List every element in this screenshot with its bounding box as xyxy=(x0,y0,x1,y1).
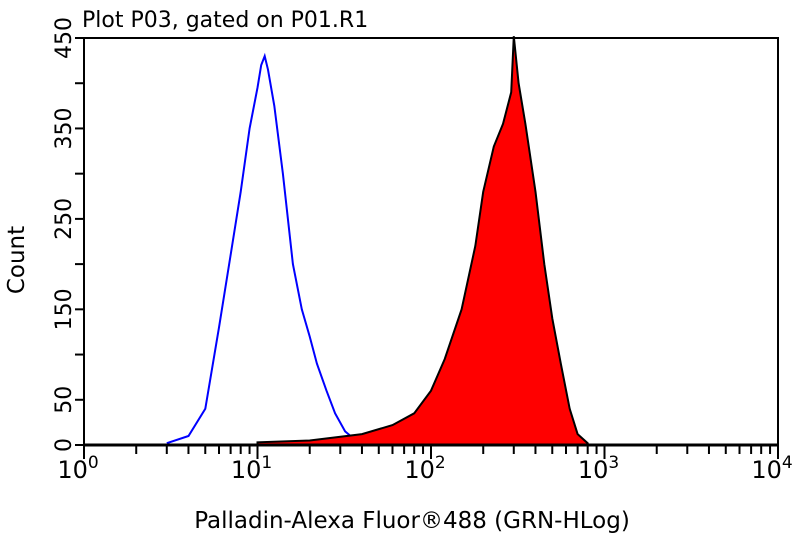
x-axis-label: Palladin-Alexa Fluor®488 (GRN-HLog) xyxy=(194,508,630,534)
chart-title: Plot P03, gated on P01.R1 xyxy=(82,8,368,33)
x-tick-label: 101 xyxy=(231,453,272,484)
y-tick-label: 0 xyxy=(52,438,77,452)
plot-area xyxy=(83,36,779,447)
x-tick-label: 102 xyxy=(404,453,445,484)
x-tick-label: 104 xyxy=(751,453,792,484)
y-axis: 0 50 150 250 350 450 xyxy=(52,17,84,452)
y-tick-label: 50 xyxy=(52,386,77,414)
palladin-histogram xyxy=(256,36,589,446)
y-tick-label: 250 xyxy=(52,198,77,240)
x-axis: 100 101 102 103 104 xyxy=(57,445,793,484)
y-tick-label: 350 xyxy=(52,107,77,149)
isotype-control-histogram xyxy=(166,52,359,445)
y-tick-label: 150 xyxy=(52,288,77,330)
y-tick-label: 450 xyxy=(52,17,77,59)
plot-frame xyxy=(83,37,779,446)
y-axis-label: Count xyxy=(4,226,30,294)
x-tick-label: 103 xyxy=(578,453,619,484)
x-tick-label: 100 xyxy=(57,453,98,484)
